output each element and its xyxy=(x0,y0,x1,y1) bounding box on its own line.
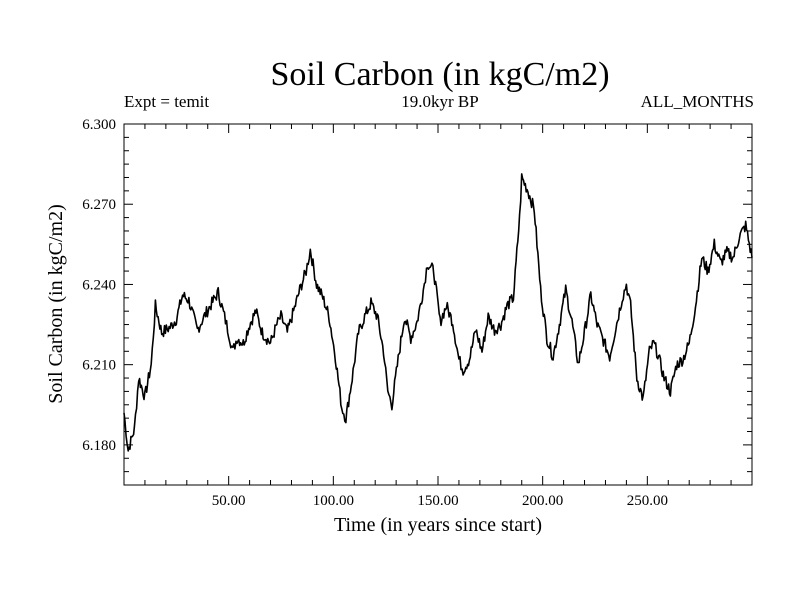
y-tick-labels: 6.180 6.210 6.240 6.270 6.300 xyxy=(82,117,116,454)
x-tick-label: 250.00 xyxy=(627,493,668,509)
period-label: 19.0kyr BP xyxy=(401,92,479,111)
x-tick-label: 50.00 xyxy=(212,493,246,509)
x-axis-label: Time (in years since start) xyxy=(334,514,542,536)
y-tick-label: 6.180 xyxy=(82,438,116,454)
y-tick-label: 6.240 xyxy=(82,277,116,293)
experiment-label: Expt = temit xyxy=(124,92,210,111)
y-tick-label: 6.270 xyxy=(82,197,116,213)
y-tick-label: 6.210 xyxy=(82,358,116,374)
chart-title: Soil Carbon (in kgC/m2) xyxy=(270,56,610,93)
x-tick-label: 150.00 xyxy=(417,493,458,509)
soil-carbon-series-line xyxy=(123,173,753,452)
axis-ticks xyxy=(124,124,752,485)
x-tick-labels: 50.00 100.00 150.00 200.00 250.00 xyxy=(212,493,668,509)
x-tick-label: 200.00 xyxy=(522,493,563,509)
months-label: ALL_MONTHS xyxy=(640,92,754,111)
y-tick-label: 6.300 xyxy=(82,117,116,133)
y-axis-label: Soil Carbon (in kgC/m2) xyxy=(45,204,67,403)
x-tick-label: 100.00 xyxy=(313,493,354,509)
